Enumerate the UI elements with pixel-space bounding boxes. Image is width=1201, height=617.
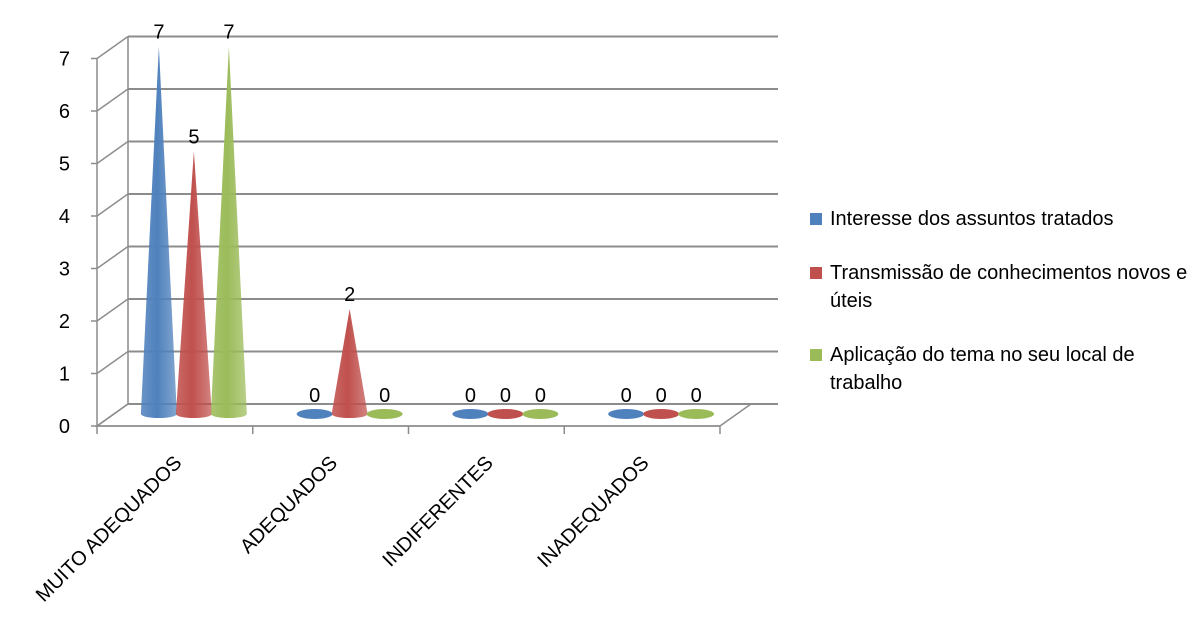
legend: Interesse dos assuntos tratados Transmis…	[810, 205, 1200, 423]
data-label: 0	[656, 385, 667, 407]
bar	[210, 46, 247, 418]
legend-item-aplicacao: Aplicação do tema no seu local de trabal…	[810, 341, 1200, 397]
data-label: 2	[344, 284, 355, 306]
y-tick-label: 5	[59, 154, 70, 176]
bar	[140, 46, 177, 418]
gridline-side	[96, 350, 129, 375]
data-label: 0	[465, 385, 476, 407]
bar	[608, 409, 645, 419]
y-tick-label: 7	[59, 49, 70, 71]
bar	[296, 409, 333, 419]
data-label: 5	[188, 127, 199, 149]
y-tick-label: 3	[59, 259, 70, 281]
legend-label: Transmissão de conhecimentos novos e úte…	[830, 262, 1188, 312]
legend-label: Interesse dos assuntos tratados	[830, 208, 1114, 230]
bar	[175, 151, 212, 418]
y-tick-label: 1	[59, 364, 70, 386]
gridline-side	[96, 88, 129, 112]
bar	[487, 409, 524, 419]
data-label: 7	[153, 22, 164, 44]
gridline-side	[96, 140, 129, 165]
legend-swatch-aplicacao	[810, 349, 822, 361]
data-label: 0	[691, 385, 702, 407]
legend-item-interesse: Interesse dos assuntos tratados	[810, 205, 1200, 233]
data-label: 0	[500, 385, 511, 407]
y-tick-label: 2	[59, 311, 70, 333]
legend-swatch-transmissao	[810, 267, 822, 279]
legend-label: Aplicação do tema no seu local de trabal…	[830, 344, 1135, 394]
y-tick-label: 4	[59, 206, 70, 228]
legend-swatch-interesse	[810, 213, 822, 225]
bar	[678, 409, 715, 419]
gridline-side	[96, 193, 129, 217]
data-label: 0	[309, 385, 320, 407]
legend-item-transmissao: Transmissão de conhecimentos novos e úte…	[810, 259, 1200, 315]
x-tick-label: ADEQUADOS	[236, 452, 342, 558]
data-label: 0	[379, 385, 390, 407]
bar	[331, 309, 368, 418]
data-labels: 7 5 7 0 2 0 0 0 0 0 0 0	[153, 22, 701, 408]
y-tick-label: 0	[59, 416, 70, 438]
data-label: 7	[223, 22, 234, 44]
x-tick-label: MUITO ADEQUADOS	[32, 452, 186, 606]
gridline-side	[96, 35, 129, 60]
x-tick-label: INDIFERENTES	[379, 452, 498, 571]
bar	[522, 409, 559, 419]
bars	[140, 46, 715, 419]
x-tick-label: INADEQUADOS	[533, 452, 653, 572]
axes: 0 1 2 3 4 5 6 7 MUITO ADEQUADOS ADEQUADOS INDIFERE…	[32, 49, 721, 606]
data-label: 0	[535, 385, 546, 407]
bar	[452, 409, 489, 419]
data-label: 0	[621, 385, 632, 407]
gridline-side	[96, 245, 129, 270]
bar	[643, 409, 680, 419]
y-tick-label: 6	[59, 101, 70, 123]
bar	[366, 409, 403, 419]
gridline-side	[96, 298, 129, 322]
